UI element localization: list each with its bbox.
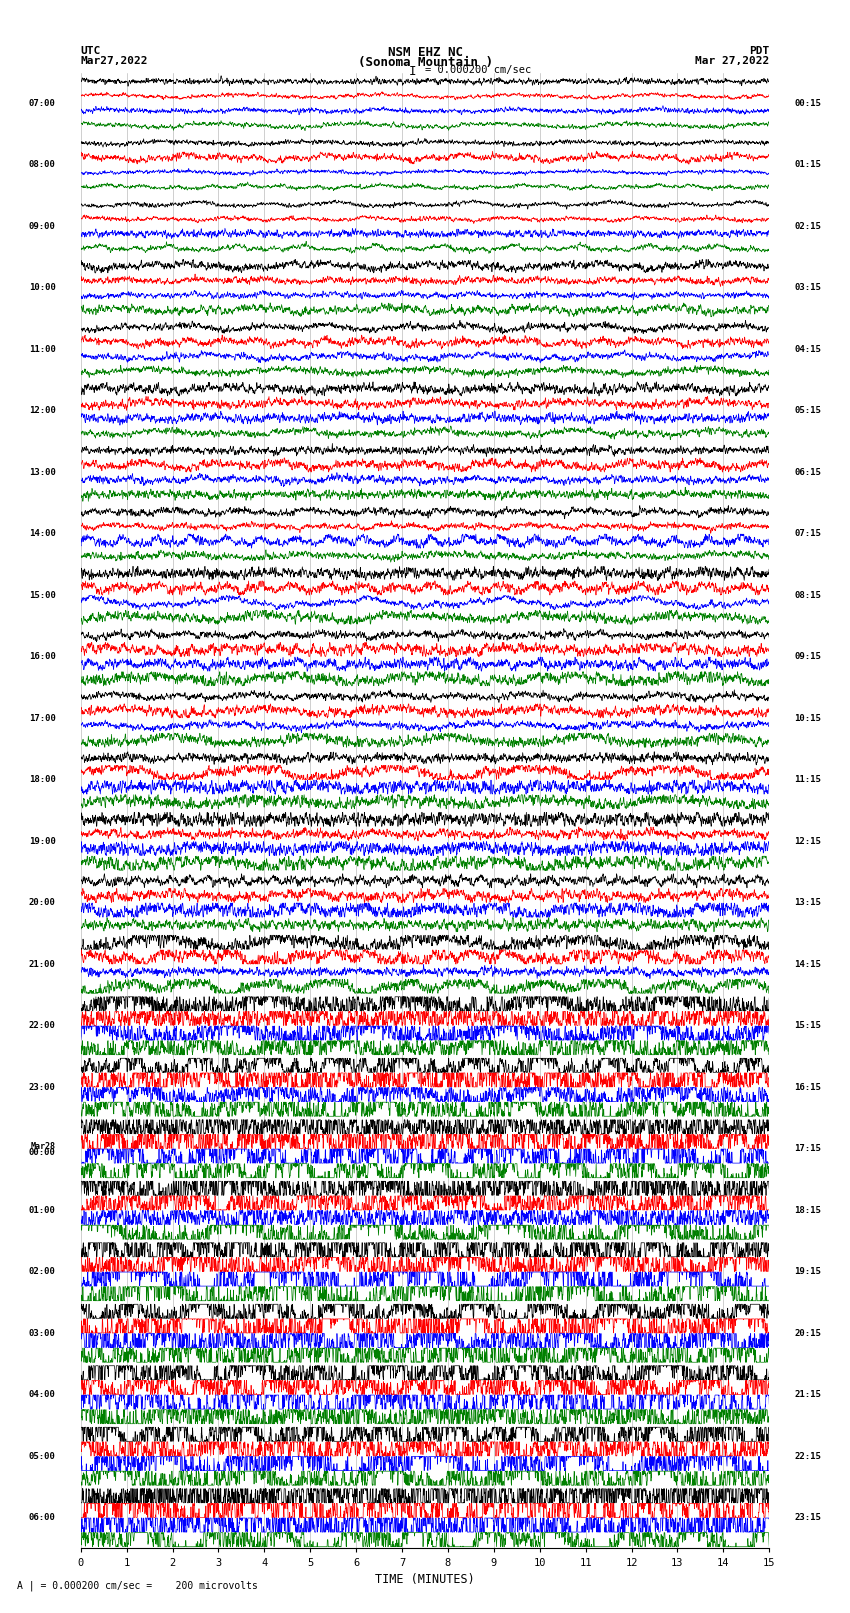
Text: 02:00: 02:00 xyxy=(29,1268,55,1276)
Text: Mar28: Mar28 xyxy=(31,1142,55,1152)
Text: 06:00: 06:00 xyxy=(29,1513,55,1523)
Text: Mar 27,2022: Mar 27,2022 xyxy=(695,56,769,66)
Text: (Sonoma Mountain ): (Sonoma Mountain ) xyxy=(358,56,492,69)
Text: = 0.000200 cm/sec: = 0.000200 cm/sec xyxy=(425,65,531,76)
Text: 23:00: 23:00 xyxy=(29,1082,55,1092)
Text: 10:15: 10:15 xyxy=(795,715,821,723)
Text: NSM EHZ NC: NSM EHZ NC xyxy=(388,45,462,60)
Text: 04:00: 04:00 xyxy=(29,1390,55,1398)
Text: 17:00: 17:00 xyxy=(29,715,55,723)
Text: 02:15: 02:15 xyxy=(795,223,821,231)
Text: 05:00: 05:00 xyxy=(29,1452,55,1461)
X-axis label: TIME (MINUTES): TIME (MINUTES) xyxy=(375,1573,475,1586)
Text: 00:15: 00:15 xyxy=(795,98,821,108)
Text: 03:00: 03:00 xyxy=(29,1329,55,1337)
Text: 14:00: 14:00 xyxy=(29,529,55,539)
Text: I: I xyxy=(409,65,416,79)
Text: 18:00: 18:00 xyxy=(29,776,55,784)
Text: 00:00: 00:00 xyxy=(29,1148,55,1157)
Text: 13:00: 13:00 xyxy=(29,468,55,477)
Text: 15:00: 15:00 xyxy=(29,590,55,600)
Text: 17:15: 17:15 xyxy=(795,1144,821,1153)
Text: A | = 0.000200 cm/sec =    200 microvolts: A | = 0.000200 cm/sec = 200 microvolts xyxy=(17,1581,258,1592)
Text: 16:15: 16:15 xyxy=(795,1082,821,1092)
Text: 11:15: 11:15 xyxy=(795,776,821,784)
Text: UTC: UTC xyxy=(81,45,101,56)
Text: 20:00: 20:00 xyxy=(29,898,55,907)
Text: 19:00: 19:00 xyxy=(29,837,55,845)
Text: 21:15: 21:15 xyxy=(795,1390,821,1398)
Text: 12:15: 12:15 xyxy=(795,837,821,845)
Text: 07:00: 07:00 xyxy=(29,98,55,108)
Text: 07:15: 07:15 xyxy=(795,529,821,539)
Text: 11:00: 11:00 xyxy=(29,345,55,353)
Text: 18:15: 18:15 xyxy=(795,1207,821,1215)
Text: 09:00: 09:00 xyxy=(29,223,55,231)
Text: 12:00: 12:00 xyxy=(29,406,55,415)
Text: 23:15: 23:15 xyxy=(795,1513,821,1523)
Text: Mar27,2022: Mar27,2022 xyxy=(81,56,148,66)
Text: 20:15: 20:15 xyxy=(795,1329,821,1337)
Text: 21:00: 21:00 xyxy=(29,960,55,969)
Text: 08:00: 08:00 xyxy=(29,160,55,169)
Text: 22:00: 22:00 xyxy=(29,1021,55,1031)
Text: 16:00: 16:00 xyxy=(29,652,55,661)
Text: 08:15: 08:15 xyxy=(795,590,821,600)
Text: 06:15: 06:15 xyxy=(795,468,821,477)
Text: 15:15: 15:15 xyxy=(795,1021,821,1031)
Text: PDT: PDT xyxy=(749,45,769,56)
Text: 09:15: 09:15 xyxy=(795,652,821,661)
Text: 01:00: 01:00 xyxy=(29,1207,55,1215)
Text: 04:15: 04:15 xyxy=(795,345,821,353)
Text: 13:15: 13:15 xyxy=(795,898,821,907)
Text: 14:15: 14:15 xyxy=(795,960,821,969)
Text: 19:15: 19:15 xyxy=(795,1268,821,1276)
Text: 03:15: 03:15 xyxy=(795,284,821,292)
Text: 01:15: 01:15 xyxy=(795,160,821,169)
Text: 05:15: 05:15 xyxy=(795,406,821,415)
Text: 10:00: 10:00 xyxy=(29,284,55,292)
Text: 22:15: 22:15 xyxy=(795,1452,821,1461)
